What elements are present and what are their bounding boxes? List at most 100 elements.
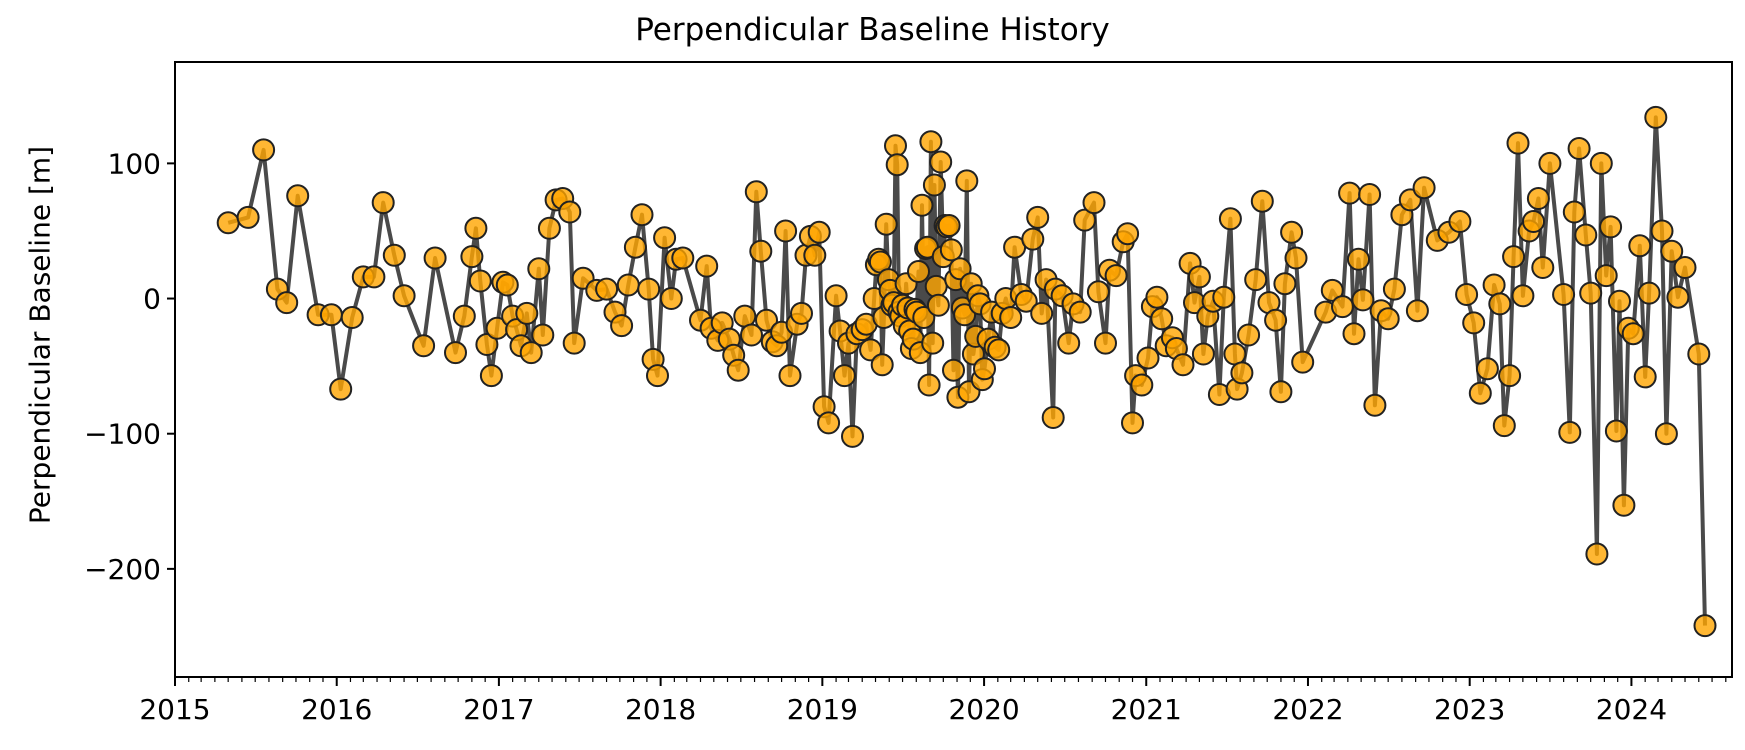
data-point: [1068, 300, 1092, 324]
data-point: [1358, 183, 1382, 206]
data-point: [1506, 131, 1530, 155]
data-point: [1376, 307, 1400, 331]
data-point: [1086, 280, 1110, 304]
data-point: [1057, 331, 1081, 355]
data-point: [286, 184, 310, 208]
data-point: [1492, 414, 1516, 438]
data-point: [1121, 411, 1144, 435]
data-point: [919, 130, 943, 154]
data-point: [562, 331, 586, 355]
x-tick-label: 2019: [787, 693, 858, 726]
data-point: [924, 274, 948, 298]
data-point: [1280, 220, 1304, 244]
series-line: [227, 115, 1707, 626]
data-point: [1014, 289, 1038, 313]
data-point: [610, 314, 634, 338]
x-tick-label: 2021: [1111, 693, 1182, 726]
data-point: [1250, 189, 1274, 213]
data-point: [1237, 323, 1261, 347]
data-point: [1468, 381, 1492, 405]
x-tick-label: 2022: [1272, 693, 1343, 726]
data-point: [659, 287, 683, 310]
x-tick-label: 2016: [301, 693, 372, 726]
y-tick-label: 0: [143, 283, 161, 316]
data-point: [1187, 265, 1211, 289]
data-point: [744, 180, 768, 204]
data-point: [1594, 264, 1618, 288]
data-point: [1531, 256, 1555, 279]
data-point: [929, 150, 953, 174]
data-point: [1030, 301, 1054, 325]
data-point: [1475, 357, 1499, 381]
data-point: [531, 323, 555, 347]
data-point: [1660, 239, 1684, 263]
data-point: [953, 303, 977, 327]
data-point: [1482, 273, 1506, 297]
series-layer: [216, 105, 1717, 638]
data-point: [1552, 283, 1576, 306]
chart-title: Perpendicular Baseline History: [635, 12, 1110, 48]
data-point: [1405, 299, 1429, 323]
data-point: [340, 306, 364, 329]
data-point: [910, 193, 934, 217]
data-point: [1171, 353, 1195, 377]
data-point: [1488, 292, 1512, 316]
data-point: [1412, 176, 1436, 200]
data-point: [749, 239, 773, 263]
data-point: [1644, 105, 1668, 129]
data-point: [778, 364, 802, 388]
data-point: [479, 364, 503, 388]
x-tick-label: 2018: [625, 693, 696, 726]
x-tick-label: 2023: [1434, 693, 1505, 726]
data-point: [1130, 373, 1154, 397]
data-point: [774, 219, 798, 243]
data-point: [1462, 311, 1486, 335]
y-axis-label: Perpendicular Baseline [m]: [23, 145, 57, 525]
data-point: [412, 334, 436, 358]
data-point: [1331, 295, 1354, 319]
x-tick-label: 2017: [463, 693, 534, 726]
data-point: [1455, 283, 1479, 306]
data-point: [1094, 331, 1117, 355]
data-point: [1347, 247, 1370, 271]
data-point: [1026, 205, 1050, 229]
data-point: [1585, 542, 1609, 566]
data-point: [444, 341, 467, 365]
data-point: [907, 260, 930, 283]
data-point: [1284, 246, 1308, 270]
data-point: [460, 245, 484, 269]
data-point: [1612, 493, 1636, 517]
data-point: [1223, 342, 1247, 366]
data-point: [452, 304, 476, 328]
data-point: [1502, 245, 1526, 269]
data-point: [1633, 365, 1657, 389]
data-point: [987, 338, 1011, 362]
data-point: [841, 424, 864, 448]
x-tick-label: 2015: [139, 693, 210, 726]
data-point: [1654, 422, 1678, 446]
data-point: [1150, 307, 1174, 331]
data-point: [236, 205, 260, 229]
data-point: [423, 246, 447, 270]
data-point: [874, 212, 898, 236]
data-point: [1666, 285, 1690, 309]
data-point: [595, 277, 619, 301]
data-point: [1673, 256, 1697, 279]
data-point: [1104, 264, 1128, 288]
data-point: [885, 153, 909, 177]
data-point: [790, 301, 813, 325]
data-point: [1526, 187, 1550, 210]
data-point: [637, 277, 661, 301]
data-point: [1073, 208, 1097, 232]
data-point: [1538, 151, 1562, 175]
data-point: [1558, 420, 1582, 444]
data-point: [803, 243, 827, 267]
data-point: [653, 226, 677, 250]
data-point: [817, 411, 841, 435]
data-point: [671, 246, 695, 270]
data-point: [1608, 289, 1631, 313]
data-point: [623, 235, 647, 259]
data-point: [1574, 223, 1598, 247]
data-point: [973, 357, 996, 381]
